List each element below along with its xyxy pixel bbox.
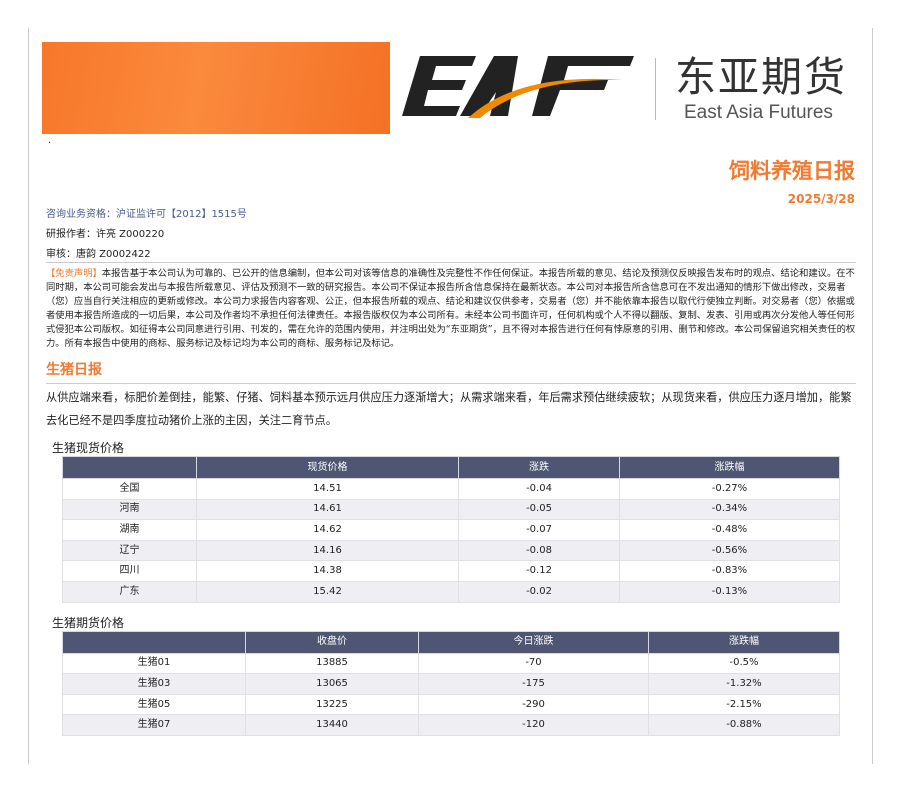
table-cell: 辽宁 bbox=[62, 539, 197, 562]
license-info: 咨询业务资格：沪证监许可【2012】1515号 bbox=[46, 209, 247, 220]
table-cell: -0.07 bbox=[458, 519, 620, 541]
table-row: 全国 14.51 -0.04 -0.27% bbox=[62, 478, 840, 500]
author-info: 研报作者：许亮 Z000220 bbox=[46, 229, 165, 240]
table-cell: -0.56% bbox=[619, 539, 840, 562]
table-cell: -70 bbox=[418, 652, 649, 675]
table-cell: -175 bbox=[418, 673, 649, 695]
table-row: 广东 15.42 -0.02 -0.13% bbox=[62, 580, 840, 603]
bullet-dot: · bbox=[48, 138, 52, 149]
company-name-cn: 东亚期货 bbox=[675, 53, 847, 101]
table-row: 河南 14.61 -0.05 -0.34% bbox=[62, 498, 840, 521]
table-cell: 14.51 bbox=[196, 478, 459, 500]
table-cell: 13065 bbox=[245, 673, 419, 695]
table-row: 生猪01 13885 -70 -0.5% bbox=[62, 652, 840, 675]
table-cell: 15.42 bbox=[196, 580, 459, 603]
table-cell: -0.34% bbox=[619, 498, 840, 521]
table-cell: 13225 bbox=[245, 693, 419, 716]
futures-price-table: 收盘价 今日涨跌 涨跌幅 生猪01 13885 -70 -0.5% 生猪03 13065-… bbox=[62, 630, 840, 736]
table-cell: -0.83% bbox=[619, 560, 840, 582]
table-header: 涨跌幅 bbox=[619, 456, 840, 479]
table-row: 生猪05 13225 -290 -2.15% bbox=[62, 693, 840, 716]
table-cell: 13885 bbox=[245, 652, 419, 675]
header-banner bbox=[42, 42, 390, 134]
page-border-right bbox=[872, 28, 873, 764]
disclaimer: 【免责声明】本报告基于本公司认为可靠的、已公开的信息编制，但本公司对该等信息的准… bbox=[46, 262, 856, 351]
disclaimer-tag: 【免责声明】 bbox=[46, 268, 102, 279]
table-header: 收盘价 bbox=[245, 630, 419, 654]
eaf-logo bbox=[402, 56, 634, 118]
table-cell: -0.27% bbox=[619, 478, 840, 500]
table-cell: 湖南 bbox=[62, 519, 197, 541]
table-cell: 14.62 bbox=[196, 519, 459, 541]
section-title: 生猪日报 bbox=[46, 361, 856, 384]
report-title: 饲料养殖日报 bbox=[729, 159, 855, 183]
table-cell: -0.04 bbox=[458, 478, 620, 500]
table-cell: 全国 bbox=[62, 478, 197, 500]
spot-price-table: 现货价格 涨跌 涨跌幅 全国 14.51 -0.04 -0.27% 河南 14.61 -0.… bbox=[62, 456, 840, 603]
table-cell: -0.05 bbox=[458, 498, 620, 521]
table-cell: -0.02 bbox=[458, 580, 620, 603]
table-header: 涨跌 bbox=[458, 456, 620, 479]
table-cell: -1.32% bbox=[648, 673, 840, 695]
table-cell: -0.88% bbox=[648, 714, 840, 736]
spot-table-caption: 生猪现货价格 bbox=[52, 441, 125, 455]
table-header: 今日涨跌 bbox=[418, 630, 649, 654]
company-name-en: East Asia Futures bbox=[684, 102, 833, 123]
table-cell: 生猪03 bbox=[62, 673, 246, 695]
table-cell: 河南 bbox=[62, 498, 197, 521]
page-border-left bbox=[28, 28, 29, 764]
logo-divider bbox=[655, 58, 656, 120]
report-content: 【免责声明】本报告基于本公司认为可靠的、已公开的信息编制，但本公司对该等信息的准… bbox=[46, 262, 858, 736]
table-header bbox=[62, 630, 246, 654]
table-header: 涨跌幅 bbox=[648, 630, 840, 654]
table-cell: 14.38 bbox=[196, 560, 459, 582]
table-cell: 生猪01 bbox=[62, 652, 246, 675]
table-row: 生猪07 13440 -120 -0.88% bbox=[62, 714, 840, 736]
table-cell: -290 bbox=[418, 693, 649, 716]
report-date: 2025/3/28 bbox=[787, 192, 855, 206]
futures-table-caption: 生猪期货价格 bbox=[52, 615, 125, 630]
table-cell: -2.15% bbox=[648, 693, 840, 716]
table-cell: -0.13% bbox=[619, 580, 840, 603]
table-cell: 生猪07 bbox=[62, 714, 246, 736]
table-cell: -0.12 bbox=[458, 560, 620, 582]
table-row: 四川 14.38 -0.12 -0.83% bbox=[62, 560, 840, 582]
table-cell: -0.08 bbox=[458, 539, 620, 562]
disclaimer-text: 本报告基于本公司认为可靠的、已公开的信息编制，但本公司对该等信息的准确性及完整性… bbox=[46, 268, 856, 349]
reviewer-info: 审核：唐韵 Z0002422 bbox=[46, 249, 151, 260]
table-cell: -120 bbox=[418, 714, 649, 736]
table-row: 辽宁 14.16 -0.08 -0.56% bbox=[62, 539, 840, 562]
section-summary: 从供应端来看，标肥价差倒挂，能繁、仔猪、饲料基本预示远月供应压力逐渐增大；从需求… bbox=[46, 391, 852, 427]
table-cell: 14.16 bbox=[196, 539, 459, 562]
table-cell: -0.48% bbox=[619, 519, 840, 541]
table-row: 生猪03 13065 -175 -1.32% bbox=[62, 673, 840, 695]
table-cell: 广东 bbox=[62, 580, 197, 603]
table-cell: 14.61 bbox=[196, 498, 459, 521]
table-cell: -0.5% bbox=[648, 652, 840, 675]
table-cell: 13440 bbox=[245, 714, 419, 736]
table-row: 湖南 14.62 -0.07 -0.48% bbox=[62, 519, 840, 541]
table-cell: 生猪05 bbox=[62, 693, 246, 716]
table-header: 现货价格 bbox=[196, 456, 459, 479]
table-header bbox=[62, 456, 197, 479]
table-cell: 四川 bbox=[62, 560, 197, 582]
